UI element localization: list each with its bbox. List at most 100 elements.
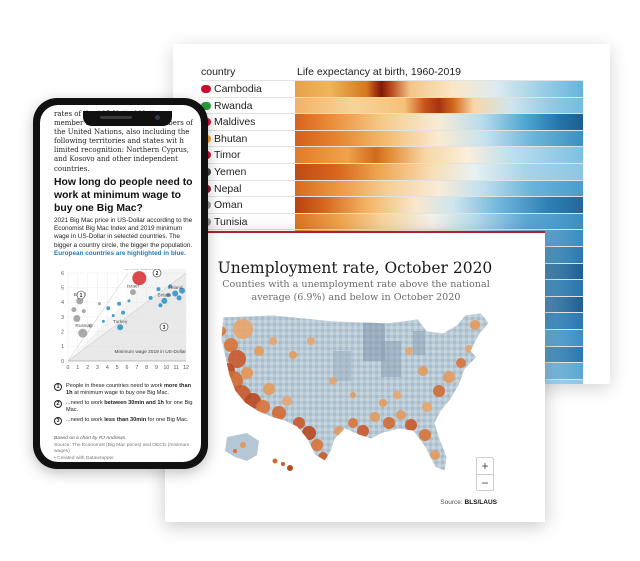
county-cluster: [379, 399, 387, 407]
zoom-out-button[interactable]: −: [477, 474, 493, 490]
scatter-point[interactable]: [97, 302, 101, 306]
county-cluster: [413, 331, 425, 355]
county-cluster: [433, 385, 445, 397]
zone-marker: [159, 322, 169, 332]
county-cluster: [393, 391, 401, 399]
zone-marker: [152, 269, 162, 278]
x-tick-label: 5: [116, 365, 119, 371]
scatter-point[interactable]: [156, 287, 161, 292]
x-tick-label: 2: [86, 365, 89, 371]
county-cluster: [254, 346, 264, 356]
scatter-point[interactable]: [168, 284, 173, 289]
hawaii-inset: [272, 458, 293, 471]
chart-description: 2021 Big Mac price in US-Dollar accordin…: [54, 217, 194, 258]
country-name: Cambodia: [214, 83, 262, 95]
country-flag-icon: [201, 85, 211, 93]
scatter-point[interactable]: [88, 323, 93, 328]
note-emphasis: less than 30min: [104, 417, 147, 423]
alaska-inset: [225, 433, 259, 461]
scatter-point[interactable]: [121, 310, 126, 315]
credit-based-on: Based on a chart by RJ Andrews.: [54, 436, 127, 441]
scatter-point[interactable]: [117, 301, 122, 306]
heatmap-row[interactable]: Tunisia: [201, 212, 583, 230]
heatmap-row[interactable]: Nepal: [201, 179, 583, 197]
heatmap-cells: [295, 130, 583, 147]
scatter-point[interactable]: [129, 289, 136, 296]
heatmap-strip: [295, 147, 583, 164]
y-tick-label: 2: [61, 329, 64, 335]
zoom-in-button[interactable]: +: [481, 459, 489, 473]
scatter-point[interactable]: [166, 293, 171, 297]
note-emphasis: more than 1h: [66, 383, 191, 396]
county-cluster: [405, 419, 417, 431]
heatmap-row[interactable]: Cambodia: [201, 80, 583, 97]
heatmap-row[interactable]: Timor: [201, 146, 583, 164]
heatmap-row[interactable]: Maldives: [201, 113, 583, 131]
heatmap-cells: [295, 197, 583, 214]
chart-description-highlight[interactable]: European countries are highlighted in bl…: [54, 249, 186, 257]
country-name: Tunisia: [214, 215, 248, 228]
scatter-point[interactable]: [127, 299, 131, 303]
note-text: People in these countries need to work: [66, 383, 164, 389]
scatter-point[interactable]: [132, 271, 147, 286]
county-cluster: [396, 410, 406, 420]
county-cluster: [282, 396, 292, 406]
scatter-point[interactable]: [106, 306, 111, 311]
point-label: Ireland: [168, 285, 183, 291]
scatter-point[interactable]: [176, 295, 182, 301]
phone-screen[interactable]: rates of the 195 United Nations member s…: [40, 105, 201, 462]
county-cluster: [224, 338, 238, 352]
heatmap-cells: [295, 114, 583, 131]
county-cluster: [241, 367, 253, 379]
scatter-point[interactable]: [172, 290, 179, 297]
scatter-point[interactable]: [78, 328, 88, 338]
zone-marker-number: 2: [156, 271, 159, 277]
scatter-point[interactable]: [179, 287, 186, 294]
zone-marker-number: 1: [80, 293, 83, 299]
heatmap-row[interactable]: Bhutan: [201, 129, 583, 147]
county-cluster: [269, 337, 277, 345]
us-county-map[interactable]: [213, 311, 505, 497]
scatter-point[interactable]: [148, 295, 153, 300]
county-cluster: [289, 351, 297, 359]
scatter-y-axis-label: 2021 Big Mac Price in US-Dollar: [68, 269, 137, 270]
point-label: Russia: [75, 323, 90, 329]
x-tick-label: 11: [173, 365, 178, 371]
scatter-point[interactable]: [117, 324, 124, 331]
map-outline: [220, 312, 490, 472]
scatter-point[interactable]: [111, 314, 115, 318]
heatmap-row[interactable]: Yemen: [201, 162, 583, 180]
scatter-point[interactable]: [161, 297, 168, 304]
map-source-prefix: Source:: [440, 499, 465, 506]
phone-camera: [155, 115, 160, 120]
zone-marker: [76, 290, 86, 300]
heatmap-cells: [295, 147, 583, 164]
country-name: Maldives: [214, 116, 256, 129]
map-source-name: BLS/LAUS: [464, 499, 498, 506]
article-question: How long do people need to work at minim…: [54, 177, 193, 214]
x-tick-label: 8: [145, 365, 148, 371]
scatter-point[interactable]: [81, 309, 86, 314]
map-subtitle: Counties with a unemployment rate above …: [222, 279, 490, 303]
y-tick-label: 6: [61, 271, 64, 277]
scatter-point[interactable]: [101, 319, 105, 323]
phone-speaker: [100, 116, 132, 119]
county-cluster: [302, 426, 316, 440]
scatter-point[interactable]: [71, 307, 77, 313]
heatmap-country-header: country: [201, 66, 236, 78]
heatmap-cells: [295, 163, 583, 180]
heatmap-strip: [295, 130, 583, 147]
scatter-points: [71, 271, 186, 338]
x-tick-label: 3: [96, 365, 99, 371]
scatter-zone-markers: 1 2 3: [76, 269, 169, 332]
heatmap-row[interactable]: Rwanda: [201, 96, 583, 114]
credit-tool[interactable]: • Created with Datawrapper: [54, 455, 114, 461]
scatter-point[interactable]: [73, 314, 81, 322]
heatmap-row[interactable]: Oman: [201, 196, 583, 214]
county-cluster: [422, 402, 432, 412]
scatter-point[interactable]: [158, 303, 163, 308]
y-tick-label: 3: [61, 315, 64, 321]
county-cluster: [383, 417, 395, 429]
county-cluster: [307, 337, 315, 345]
